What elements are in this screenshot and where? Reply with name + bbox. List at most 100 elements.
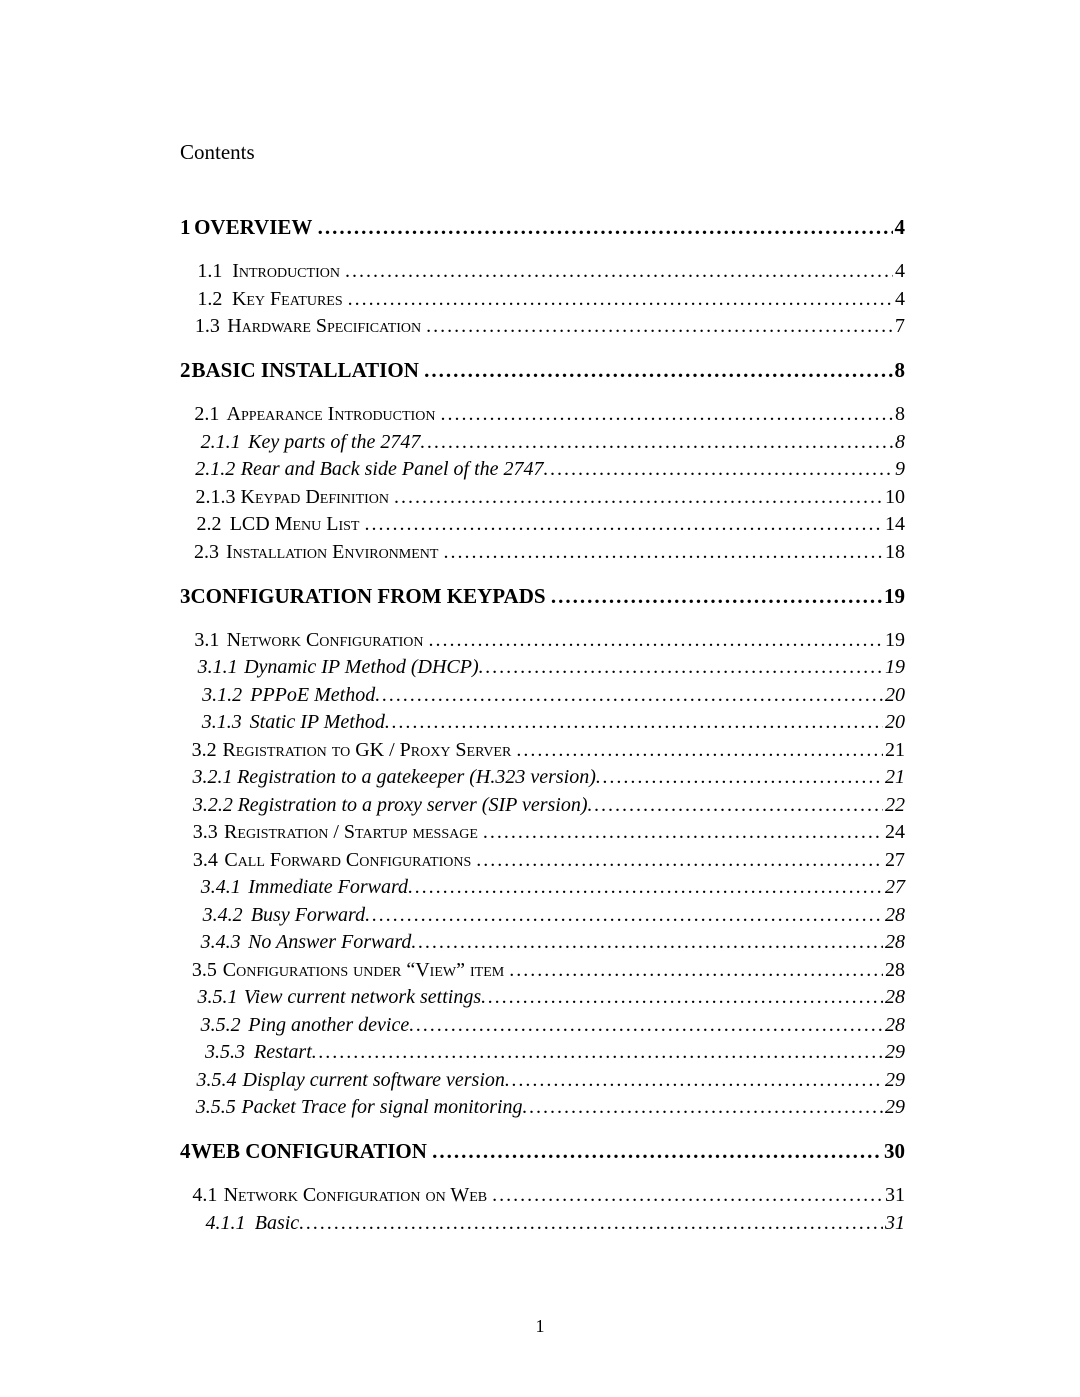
toc-row: 1.3Hardware Specification 7 <box>180 315 905 338</box>
toc-entry-text: Registration to GK / Proxy Server <box>222 739 511 762</box>
toc-page-number: 29 <box>883 1069 905 1092</box>
toc-entry-text: View current network settings <box>244 986 481 1009</box>
toc-section-number: 2.3 <box>194 541 219 564</box>
toc-entry-text: Ping another device <box>248 1014 409 1037</box>
toc-entry-text: OVERVIEW <box>194 215 312 240</box>
toc-page-number: 31 <box>883 1184 905 1207</box>
toc-leader-dots <box>318 215 893 240</box>
toc-leader-dots <box>479 656 883 679</box>
toc-leader-dots <box>426 315 893 338</box>
toc-leader-dots <box>420 431 893 454</box>
toc-row: 4.1Network Configuration on Web 31 <box>180 1184 905 1207</box>
toc-page-number: 22 <box>883 794 905 817</box>
toc-page-number: 24 <box>883 821 905 844</box>
toc-page-number: 28 <box>883 986 905 1009</box>
toc-entry-text: WEB CONFIGURATION <box>191 1139 427 1164</box>
toc-section-number: 1.1 <box>197 260 223 283</box>
toc-leader-dots <box>483 821 883 844</box>
toc-page-number: 21 <box>883 766 905 789</box>
toc-page-number: 29 <box>883 1041 905 1064</box>
toc-section-number: 3.4.2 <box>203 904 243 927</box>
toc-leader-dots <box>505 1069 883 1092</box>
toc-leader-dots <box>375 684 883 707</box>
toc-leader-dots <box>394 486 883 509</box>
toc-section-number: 3 <box>180 584 191 609</box>
toc-page-number: 19 <box>883 629 905 652</box>
toc-page-number: 4 <box>893 260 905 283</box>
toc-page-number: 7 <box>893 315 905 338</box>
toc-page-number: 18 <box>883 541 905 564</box>
toc-leader-dots <box>385 711 883 734</box>
toc-row: 3.5.4 Display current software version 29 <box>180 1069 905 1092</box>
toc-entry-text: No Answer Forward <box>248 931 411 954</box>
toc-page-number: 31 <box>883 1212 905 1235</box>
toc-page-number: 4 <box>893 288 905 311</box>
toc-leader-dots <box>345 260 893 283</box>
toc-leader-dots <box>476 849 883 872</box>
toc-page-number: 27 <box>883 849 905 872</box>
toc-page-number: 20 <box>883 711 905 734</box>
toc-entry-text: Static IP Method <box>250 711 385 734</box>
toc-entry-text: Key Features <box>232 288 343 311</box>
toc-entry-text: Immediate Forward <box>248 876 408 899</box>
toc-section-number: 2.1.2 <box>195 458 235 481</box>
toc-row: 3.5.1View current network settings28 <box>180 986 905 1009</box>
toc-entry-text: Registration / Startup message <box>224 821 478 844</box>
toc-entry-text: Restart <box>254 1041 312 1064</box>
toc-row: 2.3 Installation Environment 18 <box>180 541 905 564</box>
toc-entry-text: Network Configuration on Web <box>224 1184 488 1207</box>
toc-row: 3.2.2Registration to a proxy server (SIP… <box>180 794 905 817</box>
toc-section-number: 3.4.1 <box>201 876 241 899</box>
toc-section-number: 3.1.3 <box>202 711 242 734</box>
toc-row: 1.1 Introduction 4 <box>180 260 905 283</box>
toc-section-number: 4 <box>180 1139 191 1164</box>
toc-page-number: 10 <box>883 486 905 509</box>
toc-row: 3.3Registration / Startup message 24 <box>180 821 905 844</box>
toc-leader-dots <box>523 1096 883 1119</box>
toc-row: 3.1.1Dynamic IP Method (DHCP)19 <box>180 656 905 679</box>
toc-row: 3.2.1Registration to a gatekeeper (H.323… <box>180 766 905 789</box>
toc-section-number: 4.1.1 <box>205 1212 245 1235</box>
toc-entry-text: Hardware Specification <box>227 315 421 338</box>
toc-row: 3.5Configurations under “View” item 28 <box>180 959 905 982</box>
page-number-footer: 1 <box>0 1316 1080 1337</box>
toc-section-number: 3.5.4 <box>197 1069 237 1092</box>
toc-section-number: 2.2 <box>196 513 221 536</box>
toc-page-number: 8 <box>893 431 905 454</box>
toc-leader-dots <box>588 794 883 817</box>
toc-page-number: 20 <box>883 684 905 707</box>
toc-entry-text: Configurations under “View” item <box>223 959 504 982</box>
toc-page-number: 21 <box>883 739 905 762</box>
toc-row: 4WEB CONFIGURATION 30 <box>180 1139 905 1164</box>
toc-page-number: 28 <box>883 931 905 954</box>
toc-section-number: 3.1 <box>194 629 219 652</box>
toc-page-number: 30 <box>882 1139 905 1164</box>
toc-row: 2BASIC INSTALLATION 8 <box>180 358 905 383</box>
toc-section-number: 1 <box>180 215 194 240</box>
toc-row: 2.1.3 Keypad Definition 10 <box>180 486 905 509</box>
toc-page-number: 19 <box>883 656 905 679</box>
toc-entry-text: Basic <box>255 1212 299 1235</box>
toc-leader-dots <box>596 766 883 789</box>
toc-leader-dots <box>481 986 883 1009</box>
toc-leader-dots <box>516 739 883 762</box>
toc-section-number: 3.5.3 <box>205 1041 245 1064</box>
toc-page-number: 4 <box>893 215 906 240</box>
toc-entry-text: Rear and Back side Panel of the 2747 <box>241 458 544 481</box>
toc-row: 2.1Appearance Introduction 8 <box>180 403 905 426</box>
toc-section-number: 3.2 <box>192 739 217 762</box>
toc-section-number: 1.2 <box>197 288 223 311</box>
toc-entry-text: Display current software version <box>243 1069 505 1092</box>
toc-leader-dots <box>509 959 883 982</box>
toc-entry-text: Installation Environment <box>226 541 439 564</box>
toc-entry-text: Packet Trace for signal monitoring <box>241 1096 522 1119</box>
toc-page-number: 28 <box>883 1014 905 1037</box>
toc-section-number: 3.2.1 <box>193 766 233 789</box>
table-of-contents: 1OVERVIEW 4 1.1 Introduction 4 1.2 Key Featu… <box>180 215 905 1235</box>
toc-entry-text: Key parts of the 2747 <box>248 431 420 454</box>
toc-leader-dots <box>408 876 883 899</box>
toc-row: 3CONFIGURATION FROM KEYPADS 19 <box>180 584 905 609</box>
toc-entry-text: Introduction <box>232 260 340 283</box>
toc-row: 3.4.2Busy Forward28 <box>180 904 905 927</box>
toc-entry-text: Registration to a proxy server (SIP vers… <box>238 794 588 817</box>
